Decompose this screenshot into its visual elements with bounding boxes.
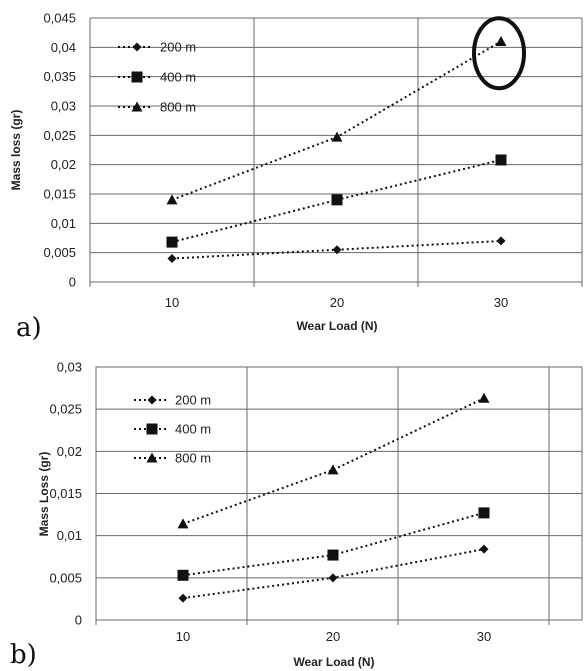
data-point-0-2 bbox=[495, 35, 507, 46]
xtick-label-0: 30 bbox=[494, 295, 508, 310]
xtick-label-0: 20 bbox=[330, 295, 344, 310]
annotation-ellipse-0 bbox=[472, 16, 526, 91]
data-point-1-0 bbox=[479, 544, 489, 554]
data-point-0-2 bbox=[331, 131, 343, 142]
series-line-1-2 bbox=[182, 397, 485, 525]
panel-label-1: b) bbox=[10, 640, 37, 670]
data-point-0-2 bbox=[166, 194, 178, 205]
xtick-label-1: 30 bbox=[477, 629, 491, 644]
legend-marker-1-1 bbox=[146, 423, 158, 435]
ytick-label-0: 0,025 bbox=[43, 128, 76, 143]
ytick-label-1: 0,015 bbox=[49, 486, 82, 501]
ytick-label-1: 0 bbox=[75, 613, 82, 628]
ytick-label-0: 0,01 bbox=[51, 216, 76, 231]
x-axis-title-0: Wear Load (N) bbox=[296, 319, 377, 333]
xtick-label-1: 10 bbox=[176, 629, 190, 644]
ytick-label-0: 0 bbox=[69, 275, 76, 290]
data-point-0-1 bbox=[495, 154, 507, 166]
xtick-label-1: 20 bbox=[326, 629, 340, 644]
legend-marker-0-2 bbox=[131, 101, 143, 112]
data-point-0-0 bbox=[332, 245, 342, 255]
legend-marker-1-2 bbox=[146, 452, 158, 463]
legend-label-0-1: 400 m bbox=[160, 70, 196, 85]
ytick-label-0: 0,03 bbox=[51, 99, 76, 114]
ytick-label-0: 0,04 bbox=[51, 40, 76, 55]
x-axis-title-1: Wear Load (N) bbox=[293, 655, 374, 669]
data-point-1-0 bbox=[178, 593, 188, 603]
ytick-label-0: 0,005 bbox=[43, 245, 76, 260]
data-point-0-1 bbox=[166, 236, 178, 248]
legend-marker-1-0 bbox=[147, 395, 157, 405]
data-point-1-2 bbox=[177, 518, 189, 529]
ytick-label-1: 0,005 bbox=[49, 570, 82, 585]
panel-label-0: a) bbox=[16, 313, 42, 343]
data-point-1-1 bbox=[327, 549, 339, 561]
ytick-label-0: 0,015 bbox=[43, 187, 76, 202]
ytick-label-1: 0,01 bbox=[57, 528, 82, 543]
ytick-label-1: 0,025 bbox=[49, 402, 82, 417]
legend-label-0-0: 200 m bbox=[160, 40, 196, 55]
ytick-label-0: 0,045 bbox=[43, 11, 76, 26]
legend-marker-0-1 bbox=[131, 71, 143, 83]
plot-area-0 bbox=[89, 17, 583, 283]
legend-label-1-1: 400 m bbox=[175, 422, 211, 437]
ytick-label-1: 0,03 bbox=[57, 360, 82, 375]
data-point-1-1 bbox=[478, 507, 490, 519]
data-point-0-1 bbox=[331, 194, 343, 206]
ytick-label-1: 0,02 bbox=[57, 444, 82, 459]
legend-marker-0-0 bbox=[132, 42, 142, 52]
ytick-label-0: 0,035 bbox=[43, 69, 76, 84]
ytick-label-0: 0,02 bbox=[51, 157, 76, 172]
xtick-label-0: 10 bbox=[165, 295, 179, 310]
y-axis-title-0: Mass loss (gr) bbox=[9, 110, 23, 191]
data-point-1-2 bbox=[327, 464, 339, 475]
data-point-1-2 bbox=[478, 392, 490, 403]
legend-label-0-2: 800 m bbox=[160, 100, 196, 115]
data-point-1-0 bbox=[328, 573, 338, 583]
y-axis-title-1: Mass Loss (gr) bbox=[37, 452, 51, 537]
legend-label-1-0: 200 m bbox=[175, 393, 211, 408]
data-point-0-0 bbox=[496, 236, 506, 246]
data-point-1-1 bbox=[177, 569, 189, 581]
data-point-0-0 bbox=[167, 254, 177, 264]
legend-label-1-2: 800 m bbox=[175, 451, 211, 466]
